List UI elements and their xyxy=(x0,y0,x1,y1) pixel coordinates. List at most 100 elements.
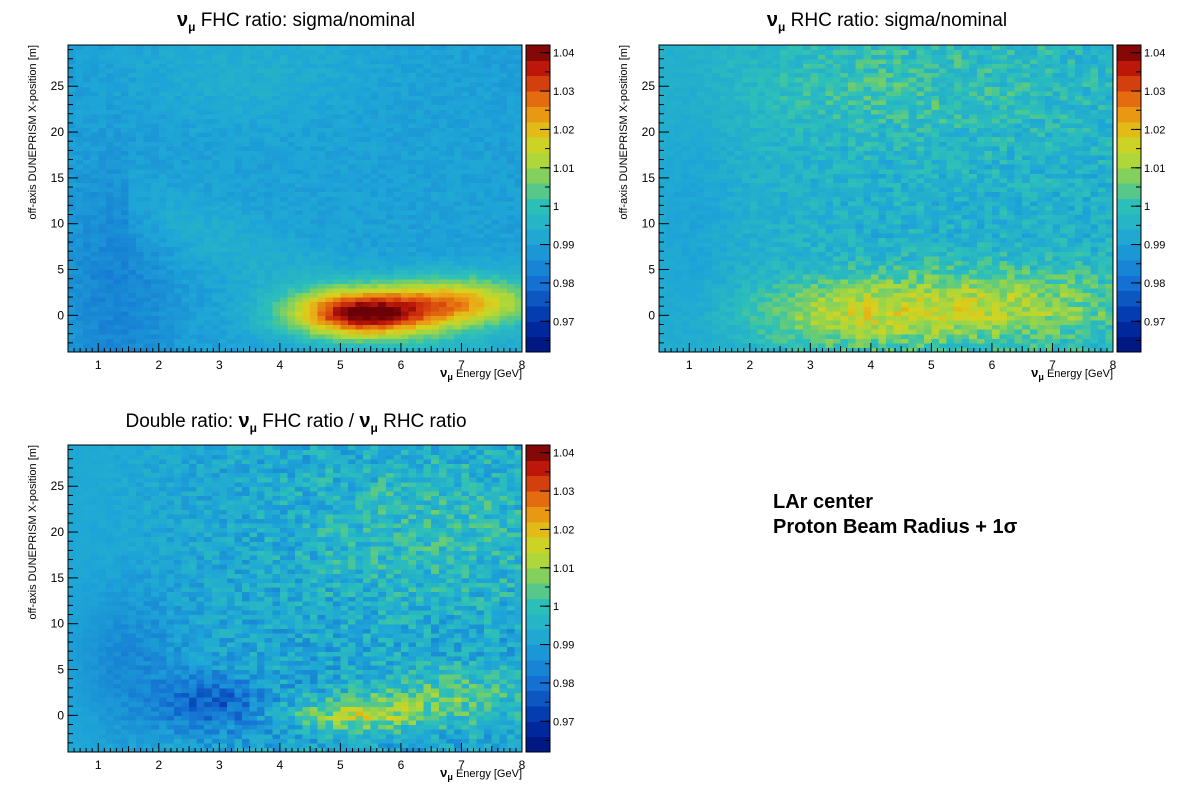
heatmap-cell xyxy=(666,113,675,119)
heatmap-cell xyxy=(302,159,311,165)
heatmap-cell xyxy=(83,99,92,106)
heatmap-cell xyxy=(506,324,516,330)
heatmap-cell xyxy=(491,205,500,211)
heatmap-cell xyxy=(659,136,668,142)
heatmap-cell xyxy=(491,182,500,188)
heatmap-cell xyxy=(484,237,493,243)
heatmap-cell xyxy=(219,219,228,225)
heatmap-cell xyxy=(211,315,220,321)
heatmap-cell xyxy=(340,342,349,349)
heatmap-cell xyxy=(378,118,387,124)
heatmap-cell xyxy=(416,58,425,64)
heatmap-cell xyxy=(264,86,273,92)
heatmap-cell xyxy=(431,228,440,234)
heatmap-cell xyxy=(393,219,402,225)
heatmap-cell xyxy=(719,104,728,110)
heatmap-cell xyxy=(90,205,99,211)
heatmap-cell xyxy=(689,251,698,257)
heatmap-cell xyxy=(257,214,266,220)
heatmap-cell xyxy=(136,205,145,211)
heatmap-cell xyxy=(659,260,668,266)
heatmap-cell xyxy=(257,200,266,206)
heatmap-cell xyxy=(332,260,341,266)
heatmap-cell xyxy=(98,283,107,289)
heatmap-cell xyxy=(484,127,493,133)
heatmap-cell xyxy=(189,329,198,335)
heatmap-cell xyxy=(113,228,122,234)
heatmap-cell xyxy=(719,45,728,51)
heatmap-cell xyxy=(143,251,152,257)
heatmap-cell xyxy=(438,274,447,280)
heatmap-cell xyxy=(416,177,425,184)
heatmap-cell xyxy=(734,177,743,184)
heatmap-cell xyxy=(689,145,698,151)
heatmap-cell xyxy=(204,324,213,330)
heatmap-cell xyxy=(689,182,698,188)
heatmap-cell xyxy=(98,145,107,151)
heatmap-cell xyxy=(689,173,698,179)
heatmap-cell xyxy=(438,49,447,55)
heatmap-cell xyxy=(370,315,379,321)
heatmap-cell xyxy=(98,177,107,184)
heatmap-cell xyxy=(68,232,77,239)
heatmap-cell xyxy=(325,159,334,165)
heatmap-cell xyxy=(90,214,99,220)
heatmap-cell xyxy=(484,150,493,156)
heatmap-cell xyxy=(98,329,107,335)
heatmap-cell xyxy=(166,58,175,64)
heatmap-cell xyxy=(310,58,319,64)
heatmap-cell xyxy=(302,173,311,179)
heatmap-cell xyxy=(704,113,713,119)
heatmap-cell xyxy=(98,90,107,96)
heatmap-cell xyxy=(302,278,311,284)
heatmap-cell xyxy=(484,264,493,271)
heatmap-cell xyxy=(264,246,273,252)
heatmap-cell xyxy=(431,319,440,326)
heatmap-cell xyxy=(438,260,447,266)
heatmap-cell xyxy=(128,141,137,147)
heatmap-cell xyxy=(279,58,289,64)
heatmap-cell xyxy=(453,251,463,257)
heatmap-cell xyxy=(173,306,183,312)
heatmap-cell xyxy=(453,200,463,206)
heatmap-cell xyxy=(499,264,508,271)
heatmap-cell xyxy=(476,269,485,275)
heatmap-cell xyxy=(423,315,432,321)
heatmap-cell xyxy=(317,255,326,261)
heatmap-cell xyxy=(113,118,122,124)
heatmap-cell xyxy=(325,260,334,266)
heatmap-cell xyxy=(666,118,675,124)
heatmap-cell xyxy=(242,214,251,220)
heatmap-cell xyxy=(189,278,198,284)
heatmap-cell xyxy=(476,232,485,239)
heatmap-cell xyxy=(704,67,713,74)
heatmap-cell xyxy=(659,274,668,280)
heatmap-cell xyxy=(211,264,220,271)
heatmap-cell xyxy=(151,232,160,239)
heatmap-cell xyxy=(363,214,372,220)
heatmap-cell xyxy=(659,109,668,115)
heatmap-cell xyxy=(446,159,455,165)
heatmap-cell xyxy=(393,292,402,298)
heatmap-cell xyxy=(347,297,357,303)
heatmap-cell xyxy=(469,182,478,188)
heatmap-cell xyxy=(491,237,500,243)
heatmap-cell xyxy=(211,45,220,51)
heatmap-cell xyxy=(257,319,266,326)
heatmap-cell xyxy=(151,223,160,229)
heatmap-cell xyxy=(317,132,326,138)
heatmap-cell xyxy=(689,187,698,193)
heatmap-cell xyxy=(242,81,251,87)
heatmap-cell xyxy=(370,81,379,87)
heatmap-cell xyxy=(272,338,281,344)
heatmap-cell xyxy=(491,251,500,257)
heatmap-cell xyxy=(506,333,516,339)
heatmap-cell xyxy=(711,182,721,188)
heatmap-cell xyxy=(719,154,728,161)
heatmap-cell xyxy=(347,122,357,129)
heatmap-cell xyxy=(279,177,289,184)
heatmap-cell xyxy=(151,297,160,303)
heatmap-cell xyxy=(461,127,470,133)
heatmap-cell xyxy=(491,329,500,335)
heatmap-cell xyxy=(295,264,304,271)
